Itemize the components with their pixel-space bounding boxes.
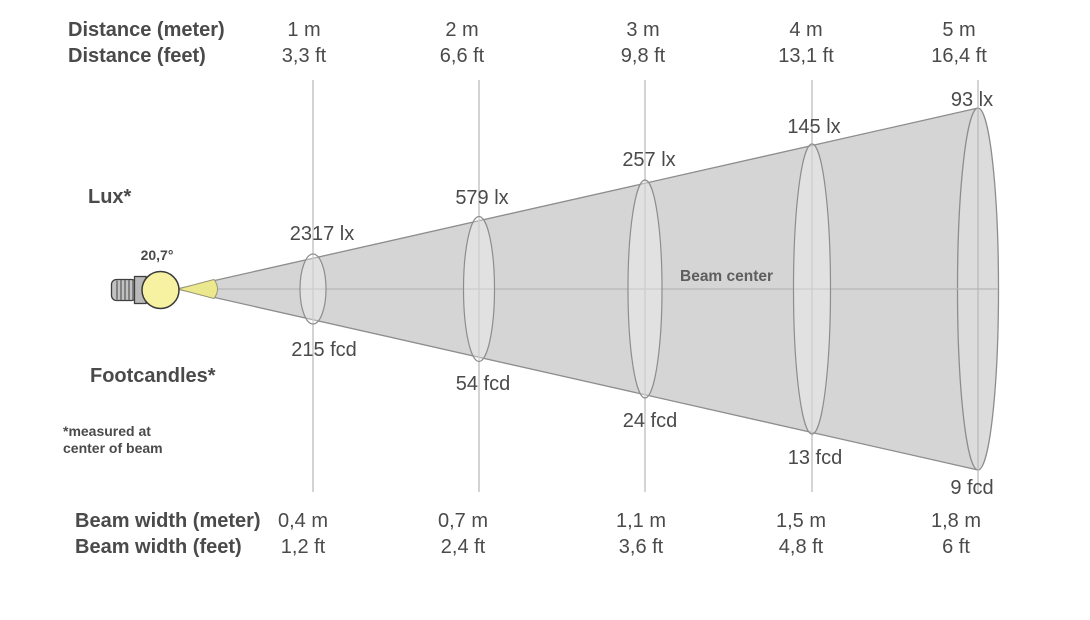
lux-value: 145 lx [787,116,841,138]
lux-value: 93 lx [950,89,994,111]
distance-meter-row-label: Distance (meter) [68,19,225,41]
beam-width-ellipse-3m [627,179,663,399]
distance-feet-row-label: Distance (feet) [68,45,206,67]
beam-width-m-value: 1,1 m [615,510,667,532]
fcd-value: 54 fcd [455,373,511,395]
beam-wedge [176,278,218,300]
fcd-value: 215 fcd [291,339,357,361]
distance-m-value: 1 m [287,19,321,41]
distance-ft-value: 13,1 ft [778,45,834,67]
lux-value: 257 lx [622,149,676,171]
lux-value: 2317 lx [289,223,355,245]
bulb-icon [110,270,180,310]
beam-width-ft-value: 4,8 ft [778,536,824,558]
beam-width-ft-value: 1,2 ft [280,536,326,558]
fcd-value: 9 fcd [950,477,994,499]
beam-width-m-value: 1,5 m [775,510,827,532]
beam-width-ellipse-2m [462,215,496,363]
lux-value: 579 lx [455,187,509,209]
bulb-globe [141,270,180,310]
beam-width-feet-row-label: Beam width (feet) [75,536,242,558]
distance-ft-value: 6,6 ft [439,45,485,67]
beam-width-ft-value: 2,4 ft [440,536,486,558]
beam-width-m-value: 0,7 m [437,510,489,532]
beam-width-m-value: 1,8 m [930,510,982,532]
lux-section-label: Lux* [88,186,132,208]
cone-top-edge [176,107,979,290]
distance-ft-value: 16,4 ft [931,45,987,67]
beam-width-ft-value: 6 ft [942,536,970,558]
distance-m-value: 5 m [942,19,976,41]
distance-ft-value: 3,3 ft [281,45,327,67]
beam-width-m-value: 0,4 m [277,510,329,532]
distance-m-value: 4 m [789,19,823,41]
distance-ft-value: 9,8 ft [620,45,666,67]
beam-angle-label: 20,7° [140,247,174,263]
measurement-note: *measured at center of beam [63,423,163,456]
beam-width-ellipse-1m [299,253,327,325]
fcd-value: 24 fcd [622,410,678,432]
beam-width-ellipse-4m [792,143,832,435]
distance-m-value: 2 m [445,19,479,41]
fcd-value: 13 fcd [787,447,843,469]
beam-width-ft-value: 3,6 ft [618,536,664,558]
distance-m-value: 3 m [626,19,660,41]
beam-width-meter-row-label: Beam width (meter) [75,510,261,532]
footcandles-section-label: Footcandles* [90,365,216,387]
beam-center-label: Beam center [680,268,774,285]
cone-bottom-edge [176,288,979,471]
